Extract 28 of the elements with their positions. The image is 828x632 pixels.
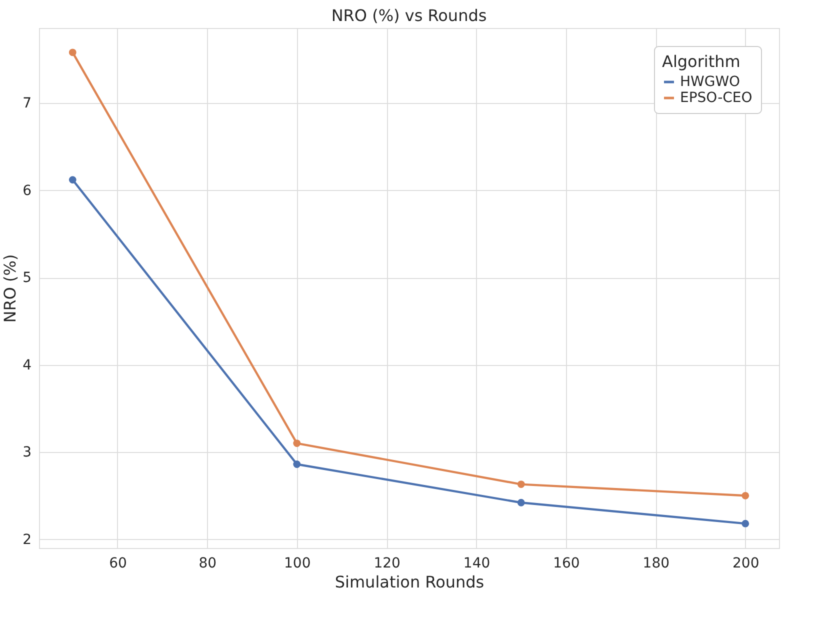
y-tick-label: 4	[22, 357, 32, 374]
point	[68, 176, 76, 184]
x-tick-label: 120	[374, 556, 400, 572]
x-tick-label: 80	[198, 556, 217, 572]
x-tick-label: 200	[732, 556, 760, 572]
y-axis-title: NRO (%)	[0, 254, 20, 323]
x-tick-label: 180	[642, 556, 670, 572]
x-tick-label: 100	[284, 556, 311, 572]
y-tick-label: 5	[22, 270, 32, 286]
point	[293, 440, 301, 448]
legend-label: EPSO-CEO	[680, 90, 752, 106]
y-tick-label: 3	[22, 444, 32, 461]
x-axis-title: Simulation Rounds	[334, 572, 484, 592]
point	[293, 460, 301, 468]
x-tick-label: 140	[463, 556, 490, 572]
y-tick-label: 2	[22, 532, 32, 548]
y-tick-label: 7	[22, 96, 32, 112]
point	[742, 492, 750, 500]
legend-title: Algorithm	[662, 52, 740, 71]
point	[742, 520, 750, 528]
point	[517, 480, 525, 488]
x-tick-label: 60	[109, 556, 127, 572]
y-tick-label: 6	[22, 182, 32, 199]
x-tick-label: 160	[553, 556, 580, 572]
point	[68, 48, 76, 56]
point	[517, 498, 525, 506]
legend-label: HWGWO	[680, 74, 740, 90]
chart-title: NRO (%) vs Rounds	[331, 6, 487, 25]
